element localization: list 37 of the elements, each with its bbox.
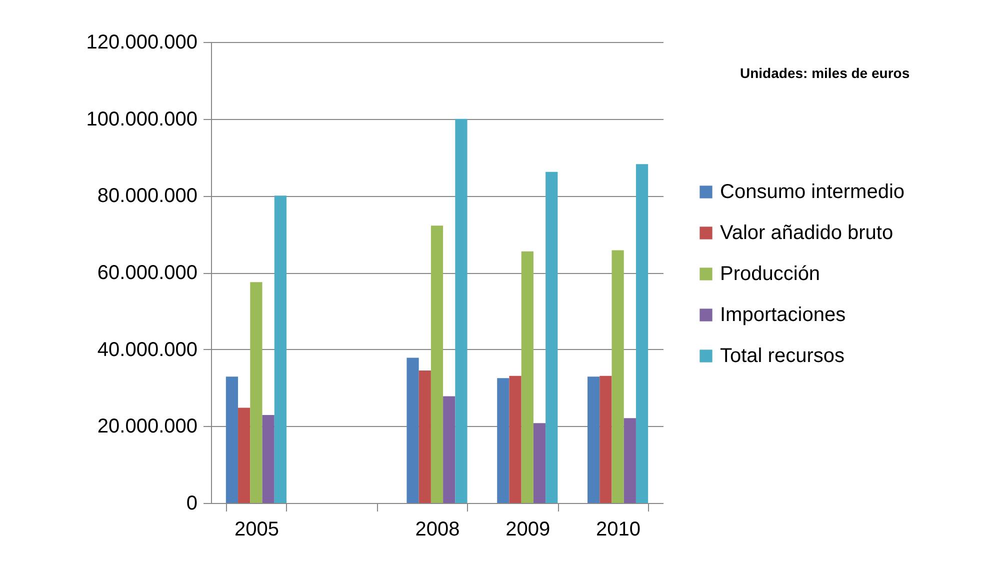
bar: [521, 251, 534, 503]
bar: [274, 196, 286, 503]
y-tick-label: 120.000.000: [86, 32, 198, 54]
bar: [226, 376, 238, 503]
legend-label: Total recursos: [720, 345, 844, 367]
bar: [612, 250, 624, 503]
legend-label: Consumo intermedio: [720, 181, 905, 203]
x-tick-label: 2010: [596, 518, 641, 540]
bar: [418, 370, 431, 503]
y-tick-label: 0: [186, 492, 198, 514]
bar: [588, 376, 600, 503]
text: Unidades: miles de euros: [740, 64, 911, 83]
legend-label: Importaciones: [720, 304, 846, 326]
bar: [509, 376, 522, 503]
bar: [600, 376, 612, 503]
bar: [262, 415, 274, 503]
bar: [636, 164, 648, 503]
bar: [406, 358, 419, 503]
legend-label: Producción: [720, 263, 820, 285]
bar: [533, 423, 546, 503]
y-tick-label: 80.000.000: [97, 185, 198, 208]
bar: [443, 396, 456, 503]
bar: [455, 118, 468, 503]
y-tick-label: 40.000.000: [97, 338, 198, 361]
x-tick-label: 2008: [415, 518, 460, 540]
bar: [430, 226, 444, 503]
legend-label: Valor añadido bruto: [720, 222, 894, 244]
x-tick-label: 2005: [234, 518, 279, 540]
y-tick-label: 60.000.000: [97, 262, 198, 284]
y-tick-label: 100.000.000: [86, 108, 198, 130]
bar: [624, 418, 636, 503]
x-tick-label: 2009: [506, 518, 550, 540]
y-tick-label: 20.000.000: [97, 416, 198, 438]
bar: [250, 282, 262, 503]
bar: [238, 408, 250, 503]
bar: [497, 378, 510, 503]
bar: [546, 172, 558, 503]
